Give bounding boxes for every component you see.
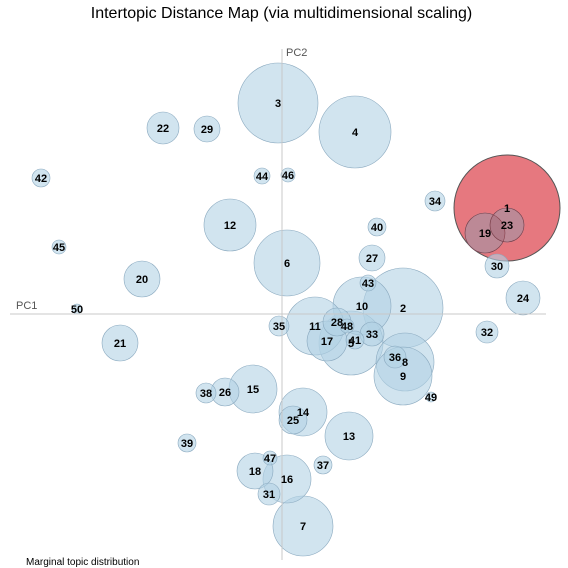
topic-bubble-40[interactable] — [367, 217, 387, 237]
topic-label-8: 8 — [402, 357, 408, 369]
topic-bubble-36[interactable] — [383, 345, 407, 369]
topic-label-12: 12 — [224, 220, 236, 232]
topic-label-41: 41 — [349, 335, 361, 347]
topic-bubble-27[interactable] — [358, 244, 386, 272]
topic-bubble-20[interactable] — [123, 260, 161, 298]
topic-label-33: 33 — [366, 329, 378, 341]
topic-bubble-34[interactable] — [424, 190, 446, 212]
topic-bubble-48[interactable] — [339, 318, 355, 334]
topic-label-34: 34 — [429, 196, 442, 208]
topic-bubble-25[interactable] — [278, 405, 308, 435]
topic-label-45: 45 — [53, 242, 65, 254]
topic-label-23: 23 — [501, 220, 513, 232]
topic-label-21: 21 — [114, 338, 126, 350]
topic-overlay-23 — [489, 207, 525, 243]
topic-bubble-44[interactable] — [253, 167, 271, 185]
topic-label-47: 47 — [264, 453, 276, 465]
topic-bubble-38[interactable] — [195, 382, 217, 404]
topic-bubble-30[interactable] — [484, 253, 510, 279]
topic-bubble-41[interactable] — [345, 330, 365, 350]
topic-bubble-37[interactable] — [313, 455, 333, 475]
topic-bubble-43[interactable] — [359, 274, 377, 292]
topic-label-20: 20 — [136, 274, 148, 286]
topic-label-30: 30 — [491, 261, 503, 273]
topic-bubble-13[interactable] — [324, 411, 374, 461]
topic-bubble-42[interactable] — [31, 168, 51, 188]
topic-label-32: 32 — [481, 327, 493, 339]
topic-labels: 1234567891011121314151617181920212223242… — [35, 98, 530, 533]
topic-label-36: 36 — [389, 352, 401, 364]
topic-bubble-24[interactable] — [505, 280, 541, 316]
topic-label-28: 28 — [331, 317, 343, 329]
topic-bubble-6[interactable] — [253, 229, 321, 297]
topic-label-26: 26 — [219, 387, 231, 399]
topic-label-29: 29 — [201, 124, 213, 136]
topic-bubble-3[interactable] — [237, 62, 319, 144]
topic-label-9: 9 — [400, 371, 406, 383]
topic-label-5: 5 — [348, 338, 354, 350]
topic-label-31: 31 — [263, 489, 275, 501]
topic-bubble-22[interactable] — [146, 111, 180, 145]
topic-label-18: 18 — [249, 466, 261, 478]
topic-label-2: 2 — [400, 303, 406, 315]
topic-label-35: 35 — [273, 321, 285, 333]
topic-label-3: 3 — [275, 98, 281, 110]
topic-label-17: 17 — [321, 336, 333, 348]
topic-label-19: 19 — [479, 228, 491, 240]
topic-label-50: 50 — [71, 304, 83, 316]
topic-label-4: 4 — [352, 127, 359, 139]
topic-bubble-46[interactable] — [280, 167, 296, 183]
topic-label-10: 10 — [356, 301, 368, 313]
topic-bubbles — [31, 62, 561, 557]
topic-label-49: 49 — [425, 392, 437, 404]
topic-label-37: 37 — [317, 460, 329, 472]
topic-label-48: 48 — [341, 321, 353, 333]
topic-label-27: 27 — [366, 253, 378, 265]
chart-title: Intertopic Distance Map (via multidimens… — [90, 5, 473, 22]
topic-bubble-32[interactable] — [475, 320, 499, 344]
topic-bubble-47[interactable] — [262, 450, 278, 466]
topic-label-40: 40 — [371, 222, 383, 234]
topic-label-46: 46 — [282, 170, 294, 182]
topic-label-16: 16 — [281, 474, 293, 486]
topic-bubble-4[interactable] — [318, 95, 392, 169]
topic-overlay-19 — [464, 212, 506, 254]
topic-label-15: 15 — [247, 384, 259, 396]
topic-bubble-21[interactable] — [101, 324, 139, 362]
topic-label-38: 38 — [200, 388, 212, 400]
topic-label-43: 43 — [362, 278, 374, 290]
topic-label-6: 6 — [284, 258, 290, 270]
topic-bubble-49[interactable] — [425, 391, 437, 403]
topic-label-25: 25 — [287, 415, 299, 427]
topic-label-1: 1 — [504, 203, 510, 215]
topic-label-44: 44 — [256, 171, 269, 183]
pc2-axis-label: PC2 — [286, 47, 307, 59]
topic-bubble-45[interactable] — [51, 239, 67, 255]
topic-bubble-39[interactable] — [177, 433, 197, 453]
topic-bubble-35[interactable] — [268, 315, 290, 337]
topic-bubble-29[interactable] — [193, 115, 221, 143]
topic-label-24: 24 — [517, 293, 530, 305]
pc1-axis-label: PC1 — [16, 300, 37, 312]
topic-label-11: 11 — [309, 321, 321, 333]
topic-label-39: 39 — [181, 438, 193, 450]
topic-label-14: 14 — [297, 407, 310, 419]
topic-label-13: 13 — [343, 431, 355, 443]
topic-label-7: 7 — [300, 521, 306, 533]
topic-label-42: 42 — [35, 173, 47, 185]
topic-bubble-31[interactable] — [257, 482, 281, 506]
topic-bubble-12[interactable] — [203, 198, 257, 252]
topic-label-22: 22 — [157, 123, 169, 135]
